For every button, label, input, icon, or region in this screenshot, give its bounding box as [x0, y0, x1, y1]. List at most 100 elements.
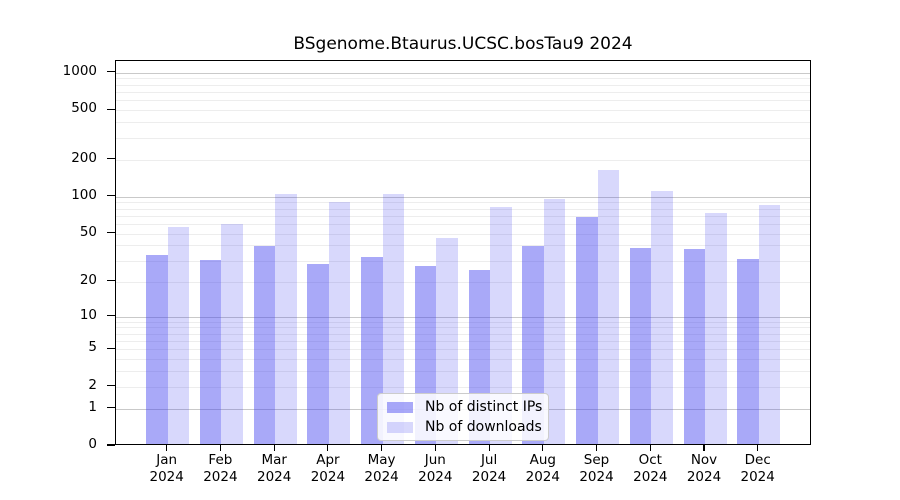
gridline: [116, 92, 810, 93]
bar-downloads-nov: [705, 212, 727, 444]
x-tick-label-nov: Nov 2024: [686, 452, 722, 485]
bar-distinct-ips-jan: [146, 255, 168, 444]
gridline: [116, 202, 810, 204]
gridline: [116, 321, 810, 323]
bar-downloads-aug: [543, 198, 566, 444]
y-tick-label: 5: [88, 339, 97, 356]
gridline: [116, 333, 810, 335]
x-tick-label-sep: Sep 2024: [579, 452, 614, 485]
x-tick-label-aug: Aug 2024: [525, 452, 560, 485]
gridline: [116, 110, 810, 112]
bar-downloads-apr: [328, 201, 351, 444]
x-tick: [273, 445, 275, 451]
gridline: [116, 371, 810, 373]
bar-downloads-jan: [167, 226, 190, 444]
x-tick-label-jul: Jul 2024: [471, 452, 507, 485]
x-tick: [381, 445, 383, 451]
gridline: [116, 245, 810, 247]
gridline: [116, 122, 810, 124]
y-tick-label: 1: [88, 398, 97, 415]
legend-label-distinct-ips: Nb of distinct IPs: [425, 399, 543, 415]
bar-distinct-ips-feb: [199, 260, 222, 444]
plot-area: [115, 60, 811, 445]
legend-swatch-distinct-ips-icon: [387, 401, 413, 413]
gridline: [116, 100, 810, 102]
y-tick-label: 200: [71, 149, 97, 166]
y-tick: [107, 157, 115, 160]
gridline: [116, 260, 810, 262]
bar-distinct-ips-oct: [629, 247, 652, 444]
x-tick: [219, 445, 221, 451]
y-tick: [107, 232, 115, 234]
gridline: [116, 78, 810, 80]
legend-swatch-downloads-icon: [387, 421, 413, 433]
bar-downloads-feb: [221, 223, 243, 444]
gridline: [116, 327, 810, 329]
y-axis-ticks: [107, 60, 115, 446]
y-tick-label: 500: [71, 100, 97, 117]
gridline: [116, 316, 810, 318]
gridline: [116, 223, 810, 225]
x-tick: [327, 445, 329, 451]
gridline: [116, 386, 810, 388]
bar-distinct-ips-sep: [576, 216, 598, 444]
y-tick: [107, 444, 115, 446]
bar-distinct-ips-nov: [683, 248, 705, 444]
y-tick-label: 50: [79, 223, 97, 240]
gridline: [116, 233, 810, 235]
x-tick: [488, 445, 490, 451]
gridline: [116, 215, 810, 217]
bar-distinct-ips-apr: [307, 264, 329, 444]
chart-title: BSgenome.Btaurus.UCSC.bosTau9 2024: [293, 34, 633, 54]
y-axis-labels: 0 1 2 5 10 20 50 100 200 500 1000: [0, 60, 97, 452]
legend-label-downloads: Nb of downloads: [425, 419, 542, 435]
x-tick-label-feb: Feb 2024: [203, 452, 238, 485]
gridline: [116, 84, 810, 86]
x-tick: [166, 445, 168, 451]
x-tick: [542, 445, 544, 451]
y-tick: [107, 195, 115, 197]
legend-item-downloads: Nb of downloads: [387, 419, 542, 435]
x-axis-ticks: [115, 445, 811, 452]
gridline: [116, 196, 810, 198]
y-tick: [107, 279, 115, 282]
bar-distinct-ips-mar: [253, 246, 276, 444]
x-tick: [595, 445, 598, 451]
y-tick: [107, 108, 115, 110]
x-tick-label-may: May 2024: [364, 452, 399, 485]
y-tick-label: 100: [71, 186, 97, 203]
x-axis-labels: Jan 2024 Feb 2024 Mar 2024 Apr 2024 May 2024 Jun 20…: [115, 452, 811, 492]
y-tick: [107, 347, 115, 349]
y-tick: [107, 314, 115, 317]
x-tick: [703, 445, 705, 451]
y-tick: [107, 71, 115, 73]
y-tick-label: 0: [88, 436, 97, 452]
bar-downloads-mar: [275, 194, 297, 444]
x-tick-label-oct: Oct 2024: [633, 452, 668, 485]
gridline: [116, 349, 810, 351]
x-tick-label-jun: Jun 2024: [418, 452, 453, 485]
x-tick: [757, 445, 759, 451]
bar-downloads-jul: [490, 207, 512, 444]
gridline: [116, 281, 810, 283]
x-tick: [434, 445, 436, 451]
gridline: [116, 72, 810, 74]
y-tick-label: 20: [79, 271, 97, 288]
x-tick-label-apr: Apr 2024: [310, 452, 346, 485]
y-tick: [107, 407, 115, 409]
legend: Nb of distinct IPs Nb of downloads: [377, 393, 549, 441]
y-tick: [107, 385, 115, 387]
x-tick-label-jan: Jan 2024: [149, 452, 184, 485]
x-tick-label-dec: Dec 2024: [740, 452, 775, 485]
gridline: [116, 208, 810, 210]
y-tick-label: 10: [79, 306, 97, 323]
bar-downloads-sep: [597, 169, 619, 444]
gridline: [116, 340, 810, 342]
x-tick: [649, 445, 651, 451]
y-tick-label: 2: [88, 376, 97, 393]
gridline: [116, 359, 810, 360]
gridline: [116, 159, 810, 161]
bar-downloads-may: [382, 194, 405, 444]
bar-downloads-dec: [758, 205, 781, 444]
